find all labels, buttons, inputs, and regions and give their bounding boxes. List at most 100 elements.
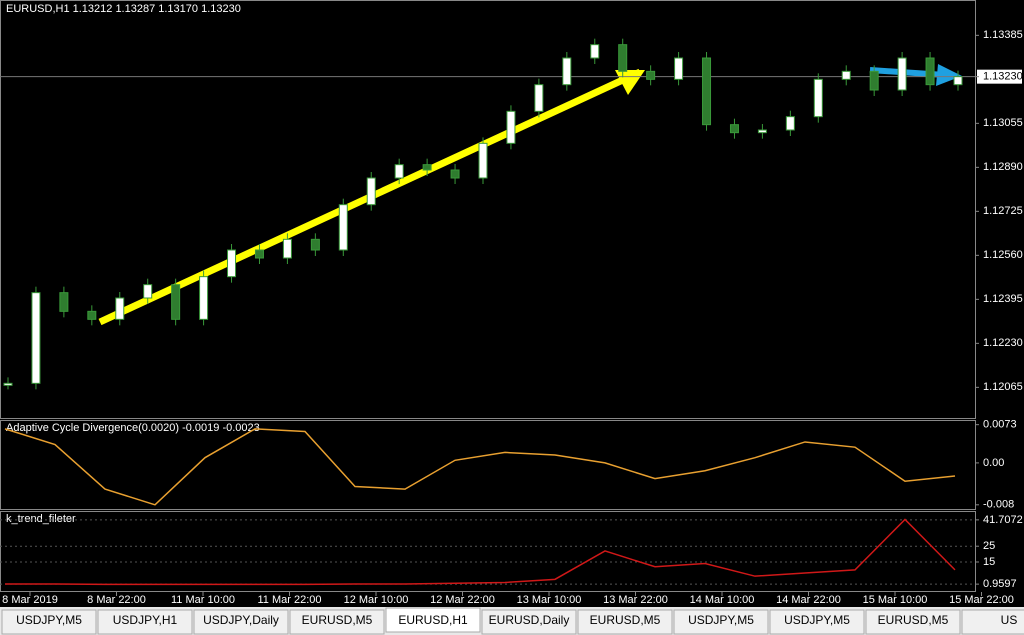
- tab-box: [289, 609, 385, 635]
- candle: [450, 169, 460, 179]
- y-tick-label: 1.13385: [983, 29, 1023, 41]
- y-tick-label: 1.13230: [983, 71, 1023, 83]
- tab[interactable]: USDJPY,Daily: [193, 609, 289, 635]
- y-tick-label: -0.008: [983, 499, 1014, 511]
- y-tick-label: 0.0073: [983, 419, 1017, 431]
- candle: [227, 249, 237, 278]
- candle: [199, 276, 209, 320]
- tab-box: [385, 607, 481, 633]
- tab[interactable]: USDJPY,M5: [769, 609, 865, 635]
- tab-label: USDJPY,Daily: [203, 613, 279, 627]
- tab-label: EURUSD,M5: [878, 613, 949, 627]
- candle: [506, 110, 516, 144]
- trend-label: k_trend_fileter: [6, 513, 76, 525]
- x-tick-label: 8 Mar 22:00: [87, 594, 146, 606]
- tab-label: USDJPY,M5: [688, 613, 754, 627]
- y-tick-label: 1.12725: [983, 205, 1023, 217]
- candle: [31, 292, 41, 384]
- y-tick-label: 1.13055: [983, 117, 1023, 129]
- candle: [394, 164, 404, 179]
- tab[interactable]: EURUSD,M5: [289, 609, 385, 635]
- tab-box: [193, 609, 289, 635]
- candle: [618, 44, 628, 72]
- candle: [562, 57, 572, 86]
- y-tick-label: 41.7072: [983, 514, 1023, 526]
- y-tick-label: 1.12230: [983, 337, 1023, 349]
- oscillator-frame: [0, 420, 976, 510]
- tab[interactable]: EURUSD,Daily: [481, 609, 577, 635]
- candle: [338, 204, 348, 251]
- tab[interactable]: USDJPY,M5: [1, 609, 97, 635]
- candle: [953, 76, 963, 86]
- trend-frame: [0, 511, 976, 592]
- y-tick-label: 1.12065: [983, 381, 1023, 393]
- tab-box: [97, 609, 193, 635]
- tab-box: [1, 609, 97, 635]
- oscillator-label: Adaptive Cycle Divergence(0.0020) -0.001…: [6, 422, 260, 434]
- candle: [254, 249, 264, 259]
- y-tick-label: 1.12560: [983, 249, 1023, 261]
- tab-label: USDJPY,M5: [784, 613, 850, 627]
- x-tick-label: 14 Mar 22:00: [776, 594, 841, 606]
- candle: [115, 297, 125, 320]
- tab-box: [481, 609, 577, 635]
- x-tick-label: 8 Mar 2019: [2, 594, 58, 606]
- candle: [478, 142, 488, 179]
- candle: [590, 44, 600, 59]
- candle: [366, 177, 376, 206]
- tab[interactable]: USDJPY,H1: [97, 609, 193, 635]
- x-tick-label: 15 Mar 10:00: [863, 594, 928, 606]
- candle: [869, 70, 879, 91]
- x-tick-label: 12 Mar 22:00: [430, 594, 495, 606]
- tab-box: [673, 609, 769, 635]
- tab-box: [865, 609, 961, 635]
- y-tick-label: 25: [983, 540, 995, 552]
- y-tick-label: 0.9597: [983, 578, 1017, 590]
- candle: [674, 57, 684, 80]
- candle: [841, 70, 851, 80]
- candle: [282, 238, 292, 259]
- candle: [171, 284, 181, 320]
- tab[interactable]: USDJPY,M5: [673, 609, 769, 635]
- tab-box: [769, 609, 865, 635]
- x-tick-label: 13 Mar 10:00: [517, 594, 582, 606]
- y-tick-label: 0.00: [983, 457, 1004, 469]
- candle: [925, 57, 935, 86]
- blue-arrow-head: [936, 64, 962, 86]
- candle: [310, 238, 320, 251]
- tab[interactable]: EURUSD,H1: [385, 607, 481, 633]
- price-frame: [0, 0, 976, 419]
- tab[interactable]: EURUSD,M5: [865, 609, 961, 635]
- tab[interactable]: EURUSD,M5: [577, 609, 673, 635]
- tab-label: EURUSD,M5: [302, 613, 373, 627]
- tab-label: US: [1001, 613, 1018, 627]
- x-tick-label: 12 Mar 10:00: [344, 594, 409, 606]
- tab-label: EURUSD,M5: [590, 613, 661, 627]
- x-tick-label: 11 Mar 10:00: [171, 594, 235, 606]
- candle: [646, 70, 656, 80]
- trend-line: [5, 518, 956, 586]
- candle: [422, 164, 432, 171]
- tab-label: EURUSD,H1: [398, 613, 468, 627]
- candle: [59, 292, 69, 312]
- tab[interactable]: US: [961, 609, 1024, 635]
- tab-label: USDJPY,M5: [16, 613, 82, 627]
- y-tick-label: 1.12395: [983, 293, 1023, 305]
- candle: [534, 84, 544, 112]
- tab-label: USDJPY,H1: [113, 613, 178, 627]
- candle: [757, 129, 767, 134]
- candle: [729, 124, 739, 134]
- x-tick-label: 15 Mar 22:00: [949, 594, 1014, 606]
- candle: [785, 116, 795, 131]
- candle: [813, 78, 823, 118]
- y-tick-label: 15: [983, 556, 995, 568]
- current-price-box: [977, 69, 1022, 84]
- candle: [87, 310, 97, 320]
- candle: [3, 382, 13, 386]
- chart-header: EURUSD,H1 1.13212 1.13287 1.13170 1.1323…: [6, 3, 241, 15]
- candle: [897, 57, 907, 91]
- x-tick-label: 13 Mar 22:00: [603, 594, 668, 606]
- tab-label: EURUSD,Daily: [489, 613, 570, 627]
